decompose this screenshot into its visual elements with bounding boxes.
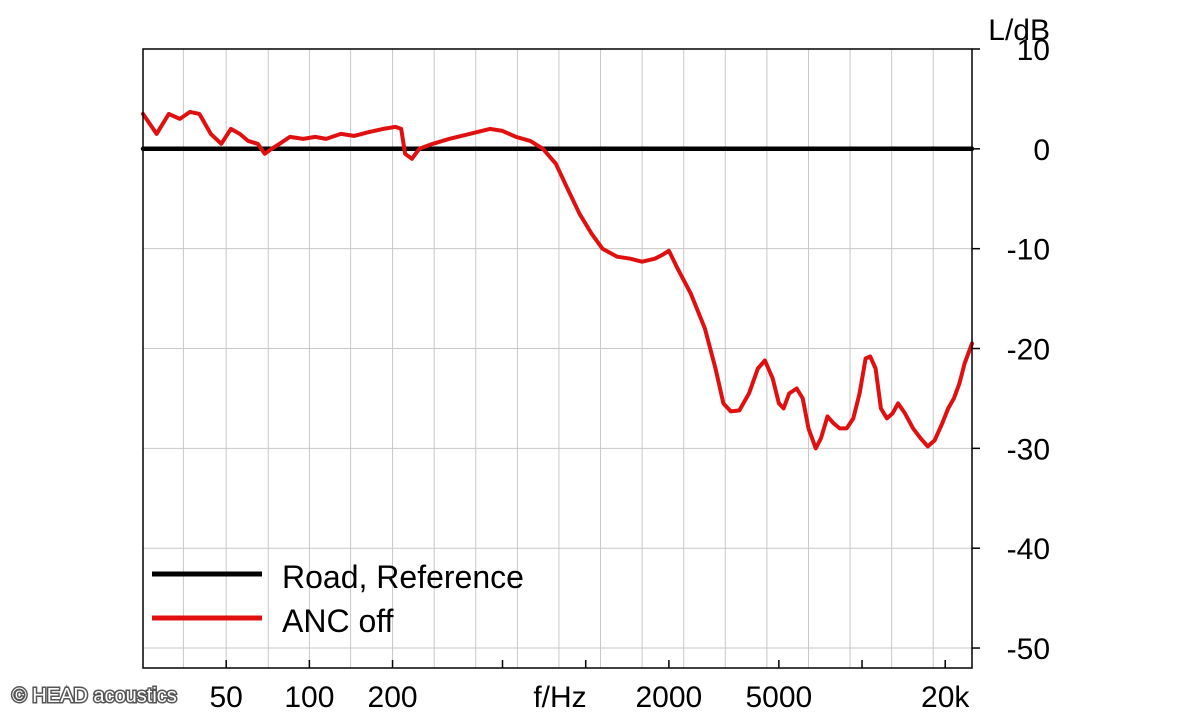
x-tick-label: 200 (368, 681, 418, 714)
legend-label-anc-off: ANC off (282, 603, 394, 639)
y-tick-label: -20 (1007, 334, 1050, 367)
y-tick-label: -30 (1007, 433, 1050, 466)
legend-label-road-reference: Road, Reference (282, 559, 524, 595)
x-tick-label: 100 (284, 681, 334, 714)
y-tick-label: -40 (1007, 533, 1050, 566)
y-tick-label: 0 (1033, 134, 1050, 167)
x-tick-label: 2000 (636, 681, 703, 714)
y-axis-ticks: 10 0 -10 -20 -30 -40 -50 (972, 34, 1050, 666)
y-axis-label: L/dB (988, 14, 1050, 47)
series-line-anc-off (141, 109, 974, 451)
y-tick-label: 10 (1017, 34, 1050, 67)
x-tick-label: 50 (209, 681, 242, 714)
y-tick-label: -50 (1007, 633, 1050, 666)
series-layer (140, 109, 975, 451)
x-tick-label: 20k (921, 681, 970, 714)
plot-frame (142, 48, 973, 669)
x-axis-label: f/Hz (533, 681, 586, 714)
legend: Road, Reference ANC off (152, 559, 524, 639)
copyright-notice: © HEAD acoustics (12, 685, 177, 707)
x-axis-ticks: 50 100 200 2000 5000 20k (209, 660, 970, 714)
y-tick-label: -10 (1007, 234, 1050, 267)
x-tick-label: 5000 (745, 681, 812, 714)
